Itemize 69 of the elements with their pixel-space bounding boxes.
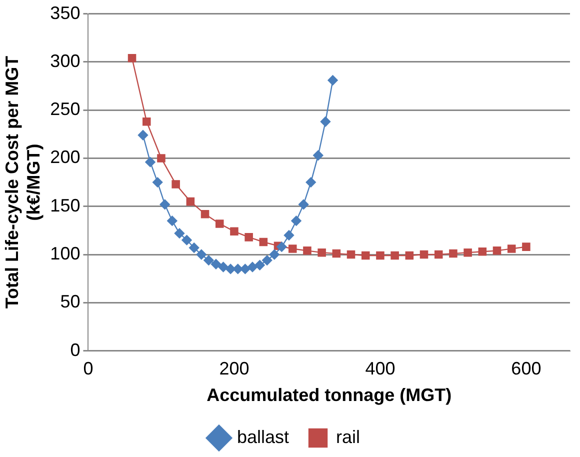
point	[247, 262, 258, 272]
point	[152, 177, 163, 188]
point	[405, 251, 414, 260]
point	[313, 150, 324, 160]
point	[269, 249, 280, 260]
point	[328, 75, 338, 86]
point	[320, 116, 331, 127]
point	[464, 248, 472, 257]
point	[332, 249, 341, 258]
point	[478, 247, 487, 256]
y-tick-label: 100	[50, 243, 80, 264]
point	[291, 216, 302, 226]
point	[449, 249, 458, 258]
point	[230, 227, 238, 236]
y-tick-label: 150	[50, 195, 80, 216]
point	[318, 248, 326, 257]
point	[522, 242, 530, 251]
point	[200, 210, 210, 218]
y-tick-label: 0	[70, 340, 80, 360]
point	[244, 233, 253, 242]
legend-label: rail	[336, 426, 360, 447]
y-axis-title: Total Life-cycle Cost per MGT (k€/MGT)	[2, 56, 44, 309]
y-tick-label: 250	[50, 99, 80, 120]
point	[507, 244, 516, 253]
y-tick-label: 200	[50, 147, 80, 168]
point	[390, 251, 399, 260]
point	[210, 259, 222, 270]
point	[284, 230, 294, 240]
point	[182, 234, 192, 246]
x-tick-label: 200	[219, 358, 250, 379]
point	[138, 130, 148, 140]
point	[240, 264, 250, 274]
point	[276, 242, 287, 252]
point	[160, 199, 170, 210]
point	[174, 228, 185, 238]
point	[361, 251, 370, 260]
point	[420, 250, 428, 259]
point	[262, 255, 272, 266]
point	[215, 220, 224, 228]
y-tick-label: 350	[50, 2, 80, 23]
point	[196, 249, 206, 260]
legend-label: ballast	[236, 426, 290, 447]
point	[232, 264, 243, 274]
point	[303, 246, 312, 255]
point	[145, 156, 156, 168]
y-tick-label: 50	[60, 292, 80, 312]
point	[298, 199, 309, 210]
point	[157, 154, 166, 162]
point	[306, 177, 316, 188]
point	[218, 262, 228, 272]
x-tick-label: 400	[365, 358, 396, 379]
point	[142, 118, 151, 126]
point	[434, 250, 443, 259]
point	[172, 180, 180, 188]
point	[288, 244, 297, 253]
x-axis-title: Accumulated tonnage (MGT)	[206, 385, 452, 406]
point	[346, 250, 356, 259]
point	[167, 216, 178, 226]
point	[492, 246, 502, 255]
point	[376, 251, 384, 260]
point	[186, 197, 195, 206]
x-tick-label: 600	[511, 358, 542, 379]
point	[259, 238, 268, 246]
point	[128, 54, 136, 62]
x-tick-label: 0	[83, 358, 94, 379]
point	[204, 255, 214, 266]
y-tick-label: 300	[50, 50, 80, 71]
point	[188, 242, 200, 253]
point	[254, 260, 265, 270]
